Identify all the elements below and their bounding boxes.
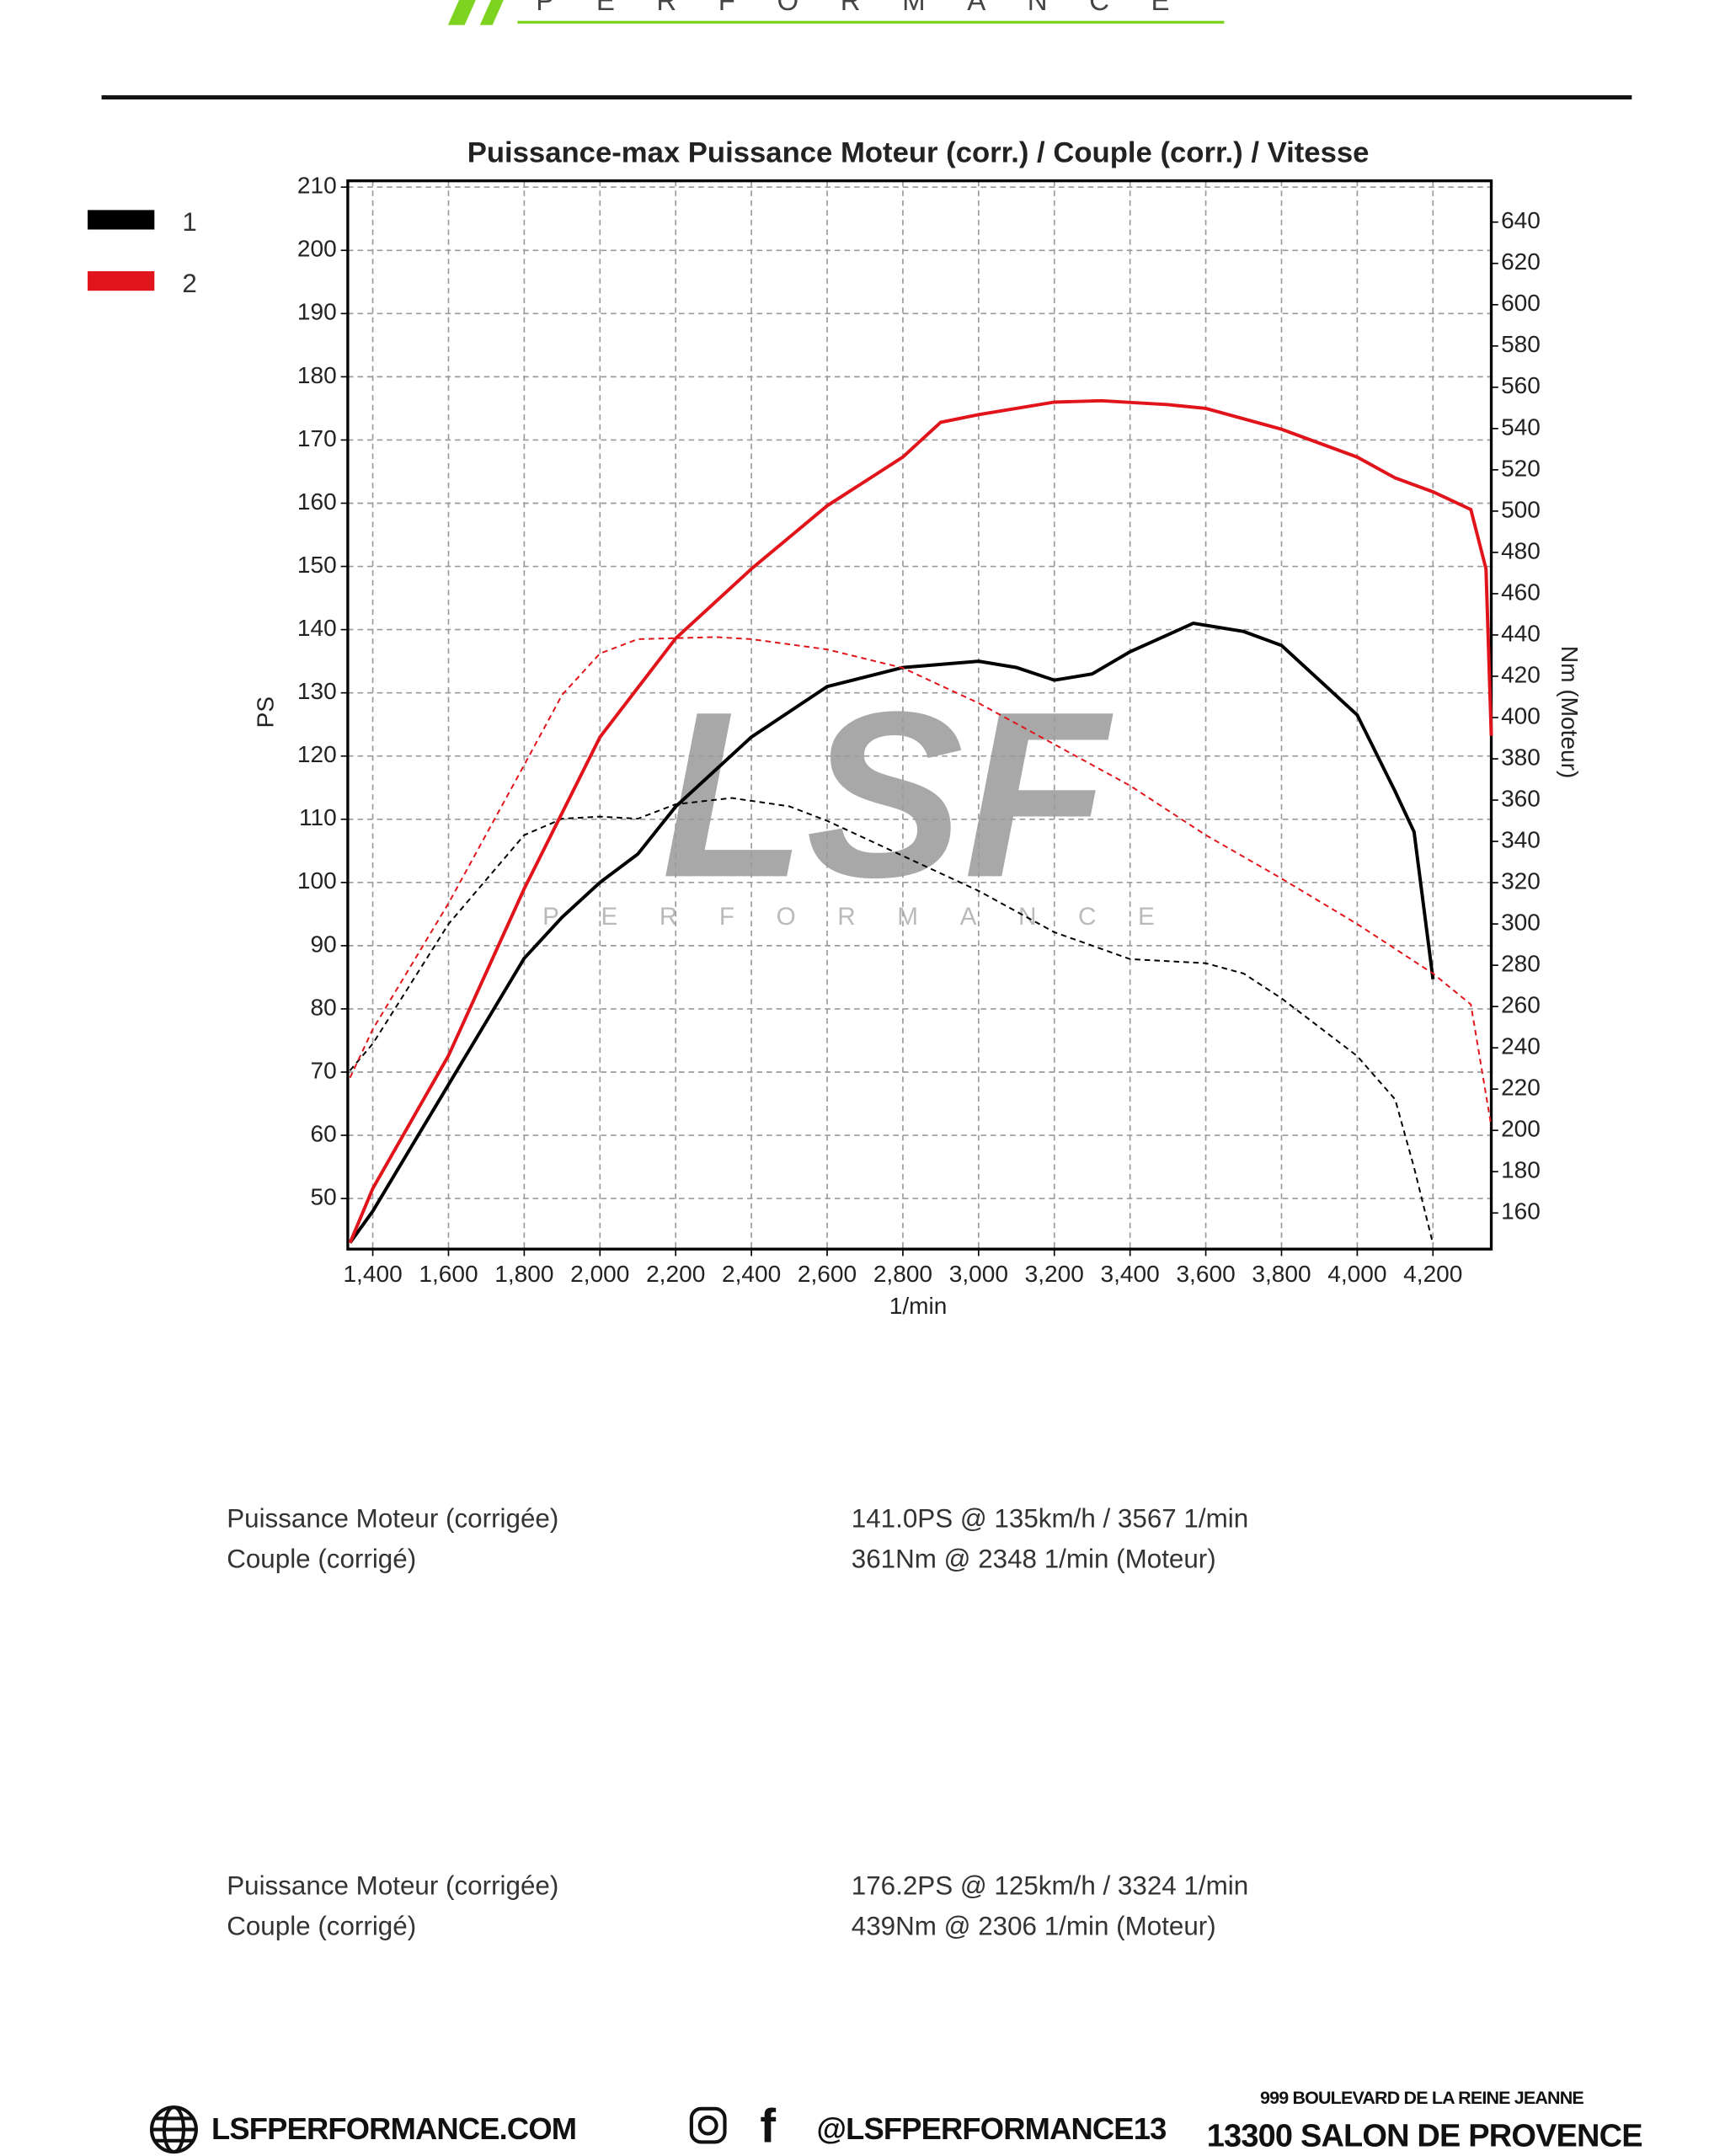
y2-tick-label: 480 xyxy=(1501,537,1541,563)
y-tick-label: 70 xyxy=(310,1057,336,1083)
power-line xyxy=(348,622,1435,1244)
y2-tick-label: 320 xyxy=(1501,868,1541,894)
y2-tick-label: 420 xyxy=(1501,661,1541,687)
x-tick-label: 3,000 xyxy=(949,1261,1008,1287)
facebook-icon[interactable]: f xyxy=(760,2099,776,2152)
social-handle[interactable]: @LSFPERFORMANCE13 xyxy=(816,2111,1167,2146)
y2-tick-label: 160 xyxy=(1501,1198,1541,1225)
result-value: 439Nm @ 2306 1/min (Moteur) xyxy=(852,1911,1216,1940)
y2-tick-label: 620 xyxy=(1501,248,1541,275)
y2-tick-label: 200 xyxy=(1501,1116,1541,1142)
watermark-sub: PERFORMANCE xyxy=(542,903,1196,931)
y2-axis-label: Nm (Moteur) xyxy=(1557,646,1583,778)
address-city: 13300 SALON DE PROVENCE xyxy=(1207,2119,1642,2154)
y-tick-label: 170 xyxy=(297,425,337,451)
y-axis-label: PS xyxy=(253,696,279,728)
y-tick-label: 80 xyxy=(310,994,336,1020)
y2-tick-label: 180 xyxy=(1501,1157,1541,1183)
x-tick-label: 3,200 xyxy=(1025,1261,1084,1287)
legend-swatch xyxy=(88,210,155,230)
x-tick-label: 2,600 xyxy=(798,1261,857,1287)
y-tick-label: 120 xyxy=(297,741,337,767)
x-tick-label: 3,800 xyxy=(1252,1261,1311,1287)
logo-slash xyxy=(447,0,476,25)
website[interactable]: LSFPERFORMANCE.COM xyxy=(211,2111,577,2146)
logo-slash xyxy=(479,0,504,25)
y-tick-label: 190 xyxy=(297,299,337,325)
x-tick-label: 2,800 xyxy=(873,1261,932,1287)
x-tick-label: 1,800 xyxy=(494,1261,553,1287)
power-line xyxy=(348,398,1493,1244)
y-tick-label: 200 xyxy=(297,236,337,262)
x-tick-label: 1,600 xyxy=(419,1261,478,1287)
y-tick-label: 110 xyxy=(299,804,337,830)
y2-tick-label: 300 xyxy=(1501,910,1541,936)
logo-text: PERFORMANCE xyxy=(536,0,1211,16)
y-tick-label: 160 xyxy=(297,488,337,515)
y2-tick-label: 440 xyxy=(1501,620,1541,646)
x-tick-label: 4,200 xyxy=(1403,1261,1462,1287)
result-value: 141.0PS @ 135km/h / 3567 1/min xyxy=(852,1504,1248,1534)
y2-tick-label: 400 xyxy=(1501,702,1541,728)
y2-tick-label: 240 xyxy=(1501,1033,1541,1059)
result-value: 361Nm @ 2348 1/min (Moteur) xyxy=(852,1544,1216,1573)
chart-title: Puissance-max Puissance Moteur (corr.) /… xyxy=(467,136,1370,168)
y2-tick-label: 580 xyxy=(1501,331,1541,357)
result-label: Puissance Moteur (corrigée) xyxy=(227,1871,558,1901)
y-tick-label: 60 xyxy=(310,1120,336,1146)
y-tick-label: 130 xyxy=(297,678,337,704)
y-tick-label: 90 xyxy=(310,931,336,957)
legend-label: 1 xyxy=(182,207,196,237)
y2-tick-label: 600 xyxy=(1501,290,1541,316)
x-tick-label: 3,600 xyxy=(1176,1261,1235,1287)
plot-area xyxy=(340,179,1498,1257)
y2-tick-label: 640 xyxy=(1501,207,1541,233)
y-tick-label: 140 xyxy=(297,615,337,641)
torque-line xyxy=(349,797,1434,1245)
y2-tick-label: 280 xyxy=(1501,951,1541,977)
x-tick-label: 4,000 xyxy=(1327,1261,1386,1287)
y-tick-label: 50 xyxy=(310,1184,336,1210)
y2-tick-label: 360 xyxy=(1501,785,1541,811)
y2-tick-label: 520 xyxy=(1501,455,1541,481)
y2-tick-label: 500 xyxy=(1501,496,1541,522)
x-tick-label: 2,200 xyxy=(646,1261,705,1287)
y2-tick-label: 540 xyxy=(1501,414,1541,440)
x-tick-label: 1,400 xyxy=(343,1261,402,1287)
result-label: Couple (corrigé) xyxy=(227,1544,416,1573)
y-tick-label: 180 xyxy=(297,362,337,388)
y-tick-label: 100 xyxy=(297,867,337,894)
watermark: LSF xyxy=(661,663,1115,926)
address-street: 999 BOULEVARD DE LA REINE JEANNE xyxy=(1260,2088,1583,2108)
y2-tick-label: 460 xyxy=(1501,579,1541,605)
y-tick-label: 210 xyxy=(297,173,337,199)
y2-tick-label: 220 xyxy=(1501,1075,1541,1101)
x-tick-label: 2,400 xyxy=(722,1261,781,1287)
y2-tick-label: 560 xyxy=(1501,372,1541,398)
globe-icon xyxy=(149,2105,198,2154)
y2-tick-label: 380 xyxy=(1501,744,1541,770)
y-tick-label: 150 xyxy=(297,552,337,578)
x-axis-label: 1/min xyxy=(889,1293,948,1319)
x-tick-label: 2,000 xyxy=(570,1261,629,1287)
result-label: Couple (corrigé) xyxy=(227,1911,416,1940)
y2-tick-label: 260 xyxy=(1501,992,1541,1018)
torque-line xyxy=(349,636,1493,1127)
result-label: Puissance Moteur (corrigée) xyxy=(227,1504,558,1534)
result-value: 176.2PS @ 125km/h / 3324 1/min xyxy=(852,1871,1248,1901)
y2-tick-label: 340 xyxy=(1501,826,1541,852)
legend-label: 2 xyxy=(182,269,196,298)
legend-swatch xyxy=(88,271,155,291)
x-tick-label: 3,400 xyxy=(1101,1261,1160,1287)
instagram-icon[interactable] xyxy=(689,2106,727,2144)
